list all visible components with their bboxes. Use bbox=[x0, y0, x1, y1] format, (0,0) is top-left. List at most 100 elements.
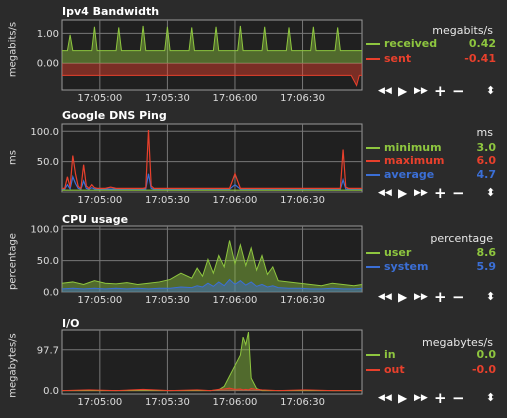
legend-average[interactable]: average 4.7 bbox=[366, 168, 496, 182]
legend-user[interactable]: user 8.6 bbox=[366, 246, 496, 260]
chart-title: Ipv4 Bandwidth bbox=[62, 5, 160, 18]
panel-io: I/O megabytes/s 17:05:00 17:05:30 17:06:00… bbox=[0, 314, 507, 418]
chart-google-dns-ping: 17:05:00 17:05:30 17:06:00 17:06:30 50.0 100.… bbox=[30, 123, 363, 206]
chart-title: CPU usage bbox=[62, 213, 129, 226]
play-icon[interactable]: ▶ bbox=[398, 84, 408, 98]
y-tick-label: 50.0 bbox=[37, 157, 59, 168]
series-line-system bbox=[61, 278, 363, 290]
series-line-average bbox=[62, 173, 362, 191]
play-icon[interactable]: ▶ bbox=[398, 186, 408, 200]
legend-swatch bbox=[366, 252, 380, 254]
series-line-sent bbox=[62, 74, 362, 87]
rewind-icon[interactable]: ◀◀ bbox=[378, 292, 392, 302]
unit-label: megabits/s bbox=[432, 24, 493, 37]
panel-ipv4-bandwidth: Ipv4 Bandwidth megabits/s 17:05:00 17:05:… bbox=[0, 0, 507, 106]
legend-swatch bbox=[366, 43, 380, 45]
zoom-in-icon[interactable]: + bbox=[434, 288, 447, 306]
zoom-in-icon[interactable]: + bbox=[434, 389, 447, 407]
chart-title: Google DNS Ping bbox=[62, 109, 167, 122]
legend-system[interactable]: system 5.9 bbox=[366, 260, 496, 274]
series-area-user bbox=[62, 240, 362, 292]
legend-name: out bbox=[384, 363, 405, 376]
resize-icon[interactable]: ⬍ bbox=[486, 391, 496, 404]
forward-icon[interactable]: ▶▶ bbox=[414, 292, 428, 302]
chart-io: 17:05:00 17:05:30 17:06:00 17:06:30 0.0 97.7 bbox=[37, 329, 363, 408]
series-line-out bbox=[61, 387, 362, 392]
legend-name: minimum bbox=[384, 141, 442, 154]
chart-controls: ◀◀ ▶ ▶▶ + − ⬍ bbox=[378, 82, 498, 100]
x-tick-label: 17:05:00 bbox=[77, 195, 122, 206]
zoom-out-icon[interactable]: − bbox=[452, 82, 465, 100]
legend-maximum[interactable]: maximum 6.0 bbox=[366, 154, 496, 168]
zoom-in-icon[interactable]: + bbox=[434, 82, 447, 100]
series-line-received bbox=[62, 25, 362, 52]
forward-icon[interactable]: ▶▶ bbox=[414, 188, 428, 198]
unit-label: percentage bbox=[430, 232, 493, 245]
unit-label: megabytes/s bbox=[422, 336, 493, 349]
legend-value: -0.0 bbox=[471, 363, 496, 376]
x-tick-label: 17:06:30 bbox=[280, 93, 325, 104]
plot-area bbox=[61, 19, 363, 91]
legend-name: maximum bbox=[384, 154, 445, 167]
rewind-icon[interactable]: ◀◀ bbox=[378, 188, 392, 198]
chart-controls: ◀◀ ▶ ▶▶ + − ⬍ bbox=[378, 184, 498, 202]
legend-out[interactable]: out -0.0 bbox=[366, 363, 496, 377]
zoom-out-icon[interactable]: − bbox=[452, 288, 465, 306]
series-line-maximum bbox=[62, 130, 362, 190]
series-line-user bbox=[61, 240, 363, 287]
legend-value: 0.0 bbox=[476, 348, 497, 361]
legend-value: 8.6 bbox=[476, 246, 497, 259]
resize-icon[interactable]: ⬍ bbox=[486, 186, 496, 199]
play-icon[interactable]: ▶ bbox=[398, 290, 408, 304]
x-tick-label: 17:06:00 bbox=[213, 397, 258, 408]
chart-cpu-usage: 17:05:00 17:05:30 17:06:00 17:06:30 0.0 50.0 1… bbox=[30, 225, 363, 306]
x-tick-label: 17:05:00 bbox=[77, 397, 122, 408]
resize-icon[interactable]: ⬍ bbox=[486, 84, 496, 97]
forward-icon[interactable]: ▶▶ bbox=[414, 393, 428, 403]
play-icon[interactable]: ▶ bbox=[398, 391, 408, 405]
rewind-icon[interactable]: ◀◀ bbox=[378, 86, 392, 96]
chart-controls: ◀◀ ▶ ▶▶ + − ⬍ bbox=[378, 288, 498, 306]
zoom-out-icon[interactable]: − bbox=[452, 389, 465, 407]
rewind-icon[interactable]: ◀◀ bbox=[378, 393, 392, 403]
chart-controls: ◀◀ ▶ ▶▶ + − ⬍ bbox=[378, 389, 498, 407]
forward-icon[interactable]: ▶▶ bbox=[414, 86, 428, 96]
y-tick-label: 0.0 bbox=[43, 386, 59, 397]
legend-received[interactable]: received 0.42 bbox=[366, 37, 496, 51]
legend-swatch bbox=[366, 58, 380, 60]
legend-swatch bbox=[366, 354, 380, 356]
x-tick-label: 17:06:00 bbox=[213, 295, 258, 306]
resize-icon[interactable]: ⬍ bbox=[486, 290, 496, 303]
legend-value: 3.0 bbox=[476, 141, 497, 154]
x-tick-label: 17:05:00 bbox=[77, 93, 122, 104]
y-tick-label: 100.0 bbox=[30, 127, 59, 138]
chart-ipv4-bandwidth: 17:05:00 17:05:30 17:06:00 17:06:30 0.00 1.00 bbox=[37, 19, 363, 104]
y-tick-label: 0.00 bbox=[37, 59, 59, 70]
legend-minimum[interactable]: minimum 3.0 bbox=[366, 141, 496, 155]
y-tick-label: 100.0 bbox=[30, 225, 59, 236]
series-area-received bbox=[62, 25, 362, 64]
x-tick-label: 17:05:30 bbox=[145, 295, 190, 306]
legend-name: average bbox=[384, 168, 435, 181]
legend-name: in bbox=[384, 348, 396, 361]
panel-google-dns-ping: Google DNS Ping ms 17:05:00 17:05:30 17:06… bbox=[0, 106, 507, 210]
x-tick-label: 17:05:30 bbox=[145, 397, 190, 408]
x-tick-label: 17:06:30 bbox=[280, 195, 325, 206]
legend-value: 6.0 bbox=[476, 154, 497, 167]
x-tick-label: 17:06:00 bbox=[213, 195, 258, 206]
legend-name: system bbox=[384, 260, 429, 273]
legend-swatch bbox=[366, 147, 380, 149]
legend-value: 4.7 bbox=[476, 168, 497, 181]
plot-area bbox=[61, 225, 363, 293]
zoom-out-icon[interactable]: − bbox=[452, 184, 465, 202]
chart-title: I/O bbox=[62, 317, 80, 330]
legend-in[interactable]: in 0.0 bbox=[366, 348, 496, 362]
legend-value: 0.42 bbox=[468, 37, 496, 50]
unit-label: ms bbox=[476, 126, 493, 139]
legend-sent[interactable]: sent -0.41 bbox=[366, 52, 496, 66]
legend-swatch bbox=[366, 160, 380, 162]
x-tick-label: 17:06:30 bbox=[280, 397, 325, 408]
zoom-in-icon[interactable]: + bbox=[434, 184, 447, 202]
x-tick-label: 17:05:00 bbox=[77, 295, 122, 306]
x-tick-label: 17:06:00 bbox=[213, 93, 258, 104]
